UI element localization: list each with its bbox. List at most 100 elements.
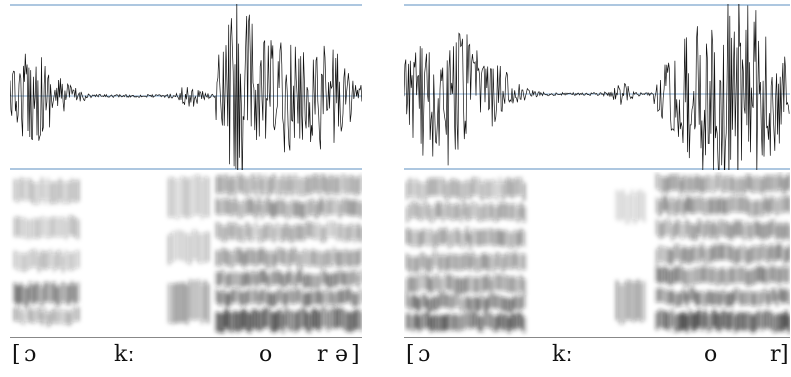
- spectrogram-cell: [472, 201, 475, 218]
- spectrogram-cell: [32, 309, 35, 324]
- spectrogram-cell: [457, 203, 460, 220]
- spectrogram-cell: [698, 246, 701, 263]
- spectrogram-cell: [300, 177, 303, 196]
- spectrogram-cell: [499, 312, 502, 329]
- spectrogram-cell: [643, 192, 646, 223]
- spectrogram-cell: [481, 253, 484, 270]
- spectrogram-cell: [502, 296, 505, 311]
- spectrogram-cell: [312, 198, 315, 215]
- spectrogram-cell: [59, 178, 62, 201]
- spectrogram-cell: [360, 288, 362, 303]
- spectrogram-cell: [713, 220, 716, 237]
- spectrogram-cell: [258, 270, 261, 285]
- spectrogram-cell: [71, 281, 74, 302]
- spectrogram-cell: [35, 309, 38, 324]
- spectrogram-cell: [225, 292, 228, 307]
- spectrogram-cell: [740, 266, 743, 283]
- spectrogram-cell: [321, 226, 324, 243]
- spectrogram-cell: [62, 311, 65, 326]
- spectrogram-cell: [656, 311, 659, 330]
- spectrogram-cell: [201, 284, 204, 325]
- spectrogram-cell: [418, 181, 421, 200]
- spectrogram-cell: [312, 222, 315, 239]
- spectrogram-cell: [68, 181, 71, 204]
- spectrogram-cell: [65, 219, 68, 240]
- spectrogram-cell: [309, 221, 312, 238]
- spectrogram-cell: [704, 310, 707, 329]
- spectrogram-cell: [520, 228, 523, 245]
- spectrogram-cell: [35, 182, 38, 205]
- spectrogram-cell: [177, 282, 180, 323]
- spectrogram-cell: [692, 223, 695, 240]
- spectrogram-cell: [273, 312, 276, 333]
- spectrogram-cell: [237, 272, 240, 287]
- spectrogram-cell: [291, 247, 294, 264]
- spectrogram-cell: [243, 226, 246, 243]
- spectrogram-cell: [743, 224, 746, 241]
- spectrogram-cell: [493, 316, 496, 333]
- spectrogram-cell: [303, 202, 306, 219]
- spectrogram-cell: [342, 198, 345, 215]
- spectrogram-cell: [180, 282, 183, 323]
- spectrogram-cell: [412, 315, 415, 332]
- spectrogram-cell: [665, 266, 668, 283]
- spectrogram-cell: [695, 246, 698, 263]
- spectrogram-cell: [659, 245, 662, 262]
- spectrogram-cell: [773, 174, 776, 191]
- spectrogram-cell: [740, 291, 743, 306]
- spectrogram-cell: [439, 293, 442, 308]
- spectrogram-cell: [243, 291, 246, 306]
- spectrogram-cell: [457, 255, 460, 272]
- spectrogram-cell: [433, 296, 436, 311]
- spectrogram-cell: [309, 199, 312, 216]
- spectrogram-cell: [752, 268, 755, 285]
- spectrogram-cell: [357, 308, 360, 329]
- spectrogram-cell: [743, 245, 746, 262]
- spectrogram-cell: [704, 248, 707, 265]
- spectrogram-cell: [267, 252, 270, 269]
- spectrogram-cell: [722, 177, 725, 194]
- spectrogram-cell: [719, 173, 722, 190]
- spectrogram-cell: [249, 197, 252, 214]
- spectrogram-cell: [457, 180, 460, 199]
- spectrogram-cell: [312, 249, 315, 266]
- spectrogram-cell: [288, 310, 291, 331]
- spectrogram-cell: [788, 290, 790, 305]
- spectrogram-cell: [469, 181, 472, 200]
- spectrogram-cell: [788, 173, 790, 190]
- spectrogram-cell: [493, 230, 496, 247]
- spectrogram-cell: [731, 245, 734, 262]
- spectrogram-cell: [734, 267, 737, 284]
- spectrogram-cell: [782, 177, 785, 194]
- spectrogram-cell: [637, 190, 640, 221]
- spectrogram-cell: [671, 309, 674, 328]
- spectrogram-cell: [442, 277, 445, 294]
- spectrogram-cell: [731, 267, 734, 284]
- spectrogram-cell: [671, 289, 674, 304]
- spectrogram-cell: [520, 313, 523, 330]
- spectrogram-cell: [764, 310, 767, 329]
- spectrogram-cell: [74, 217, 77, 238]
- spectrogram-cell: [520, 252, 523, 269]
- spectrogram-cell: [704, 266, 707, 283]
- spectrogram-cell: [767, 292, 770, 307]
- spectrogram-cell: [436, 230, 439, 247]
- spectrogram-cell: [168, 283, 171, 324]
- spectrogram-cell: [270, 223, 273, 240]
- spectrogram-cell: [234, 248, 237, 265]
- spectrogram-cell: [502, 314, 505, 331]
- spectrogram-cell: [698, 196, 701, 213]
- spectrogram-cell: [345, 198, 348, 215]
- spectrogram-cell: [704, 292, 707, 307]
- spectrogram-cell: [71, 178, 74, 201]
- spectrogram-cell: [418, 231, 421, 248]
- spectrogram-left-plot: [10, 173, 362, 338]
- spectrogram-cell: [619, 284, 622, 325]
- spectrogram-cell: [502, 256, 505, 273]
- spectrogram-cell: [785, 310, 788, 329]
- spectrogram-cell: [451, 274, 454, 291]
- spectrogram-cell: [728, 292, 731, 307]
- spectrogram-cell: [279, 225, 282, 242]
- spectrogram-cell: [354, 292, 357, 307]
- spectrogram-cell: [342, 271, 345, 286]
